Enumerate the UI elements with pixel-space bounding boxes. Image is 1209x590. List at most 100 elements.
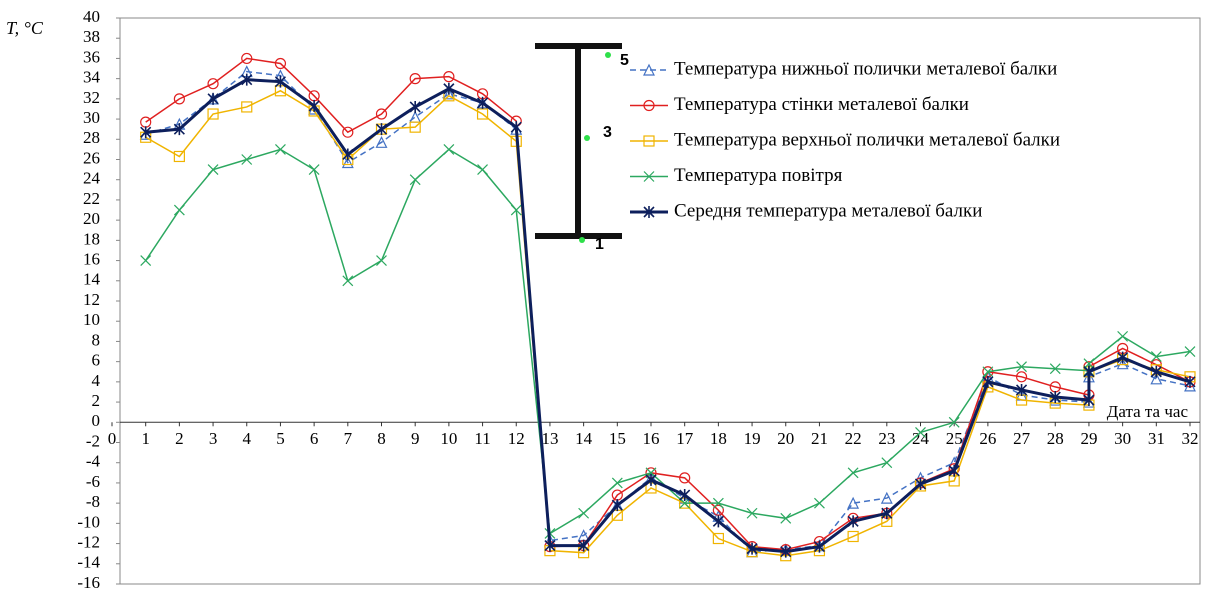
y-tick-label: 30 <box>83 108 100 127</box>
marker <box>814 497 825 509</box>
marker <box>274 75 287 88</box>
marker <box>712 515 724 528</box>
marker <box>342 148 354 161</box>
marker <box>611 499 623 512</box>
marker <box>914 477 927 490</box>
y-tick-label: 14 <box>83 270 101 289</box>
y-tick-label: 26 <box>83 148 100 167</box>
marker <box>207 92 219 105</box>
marker <box>712 532 724 545</box>
y-tick-label: -12 <box>77 532 100 551</box>
y-tick-label: 38 <box>83 27 100 46</box>
marker <box>443 143 455 155</box>
marker <box>643 63 655 76</box>
x-tick-label: 21 <box>811 429 828 448</box>
x-tick-label: 1 <box>141 429 150 448</box>
x-tick-label: 12 <box>508 429 525 448</box>
marker <box>1117 351 1129 364</box>
marker <box>241 73 253 86</box>
series-line <box>145 57 1191 551</box>
marker <box>1015 383 1028 396</box>
x-tick-label: 0 <box>108 429 117 448</box>
marker <box>679 497 691 509</box>
x-tick-label: 6 <box>310 429 319 448</box>
marker <box>207 164 219 176</box>
legend-item: Температура верхньої полички металевої б… <box>630 129 1060 150</box>
marker <box>140 255 152 266</box>
x-tick-label: 22 <box>845 429 862 448</box>
marker <box>1049 391 1061 404</box>
beam-label: 1 <box>595 236 604 253</box>
y-tick-label: -8 <box>86 492 100 511</box>
marker <box>881 457 893 469</box>
marker <box>643 206 655 218</box>
y-tick-label: 18 <box>83 229 100 248</box>
marker <box>140 126 152 139</box>
x-tick-label: 2 <box>175 429 184 448</box>
marker <box>1150 365 1162 378</box>
marker <box>746 542 758 555</box>
marker <box>342 275 354 287</box>
marker <box>611 477 623 489</box>
series-line <box>145 78 1191 554</box>
x-tick-label: 9 <box>411 429 420 448</box>
marker <box>712 504 724 516</box>
marker <box>948 416 960 428</box>
x-tick-label: 4 <box>243 429 252 448</box>
x-tick-label: 17 <box>676 429 694 448</box>
marker <box>1117 330 1129 342</box>
marker <box>643 135 655 147</box>
marker <box>1184 375 1196 388</box>
x-tick-label: 24 <box>912 429 930 448</box>
x-tick-label: 23 <box>878 429 895 448</box>
marker <box>643 99 655 112</box>
x-tick-label: 3 <box>209 429 218 448</box>
y-tick-label: -2 <box>86 431 100 450</box>
marker <box>915 426 926 438</box>
beam-label: 3 <box>603 124 612 141</box>
y-tick-label: 32 <box>83 88 100 107</box>
marker <box>1116 357 1129 370</box>
y-tick-label: 40 <box>83 7 100 26</box>
marker <box>409 73 421 85</box>
marker <box>679 489 691 502</box>
marker <box>409 121 421 133</box>
marker <box>207 78 219 90</box>
marker <box>173 93 185 105</box>
y-tick-label: -6 <box>86 472 100 491</box>
x-tick-label: 30 <box>1114 429 1131 448</box>
x-tick-label: 11 <box>474 429 490 448</box>
marker <box>173 123 185 136</box>
marker <box>746 507 758 519</box>
y-tick-label: 20 <box>83 209 100 228</box>
marker <box>1083 365 1095 378</box>
legend-item: Температура повітря <box>630 165 843 186</box>
x-tick-label: 29 <box>1080 429 1097 448</box>
marker <box>847 467 859 479</box>
marker <box>544 539 556 552</box>
marker <box>342 126 354 138</box>
y-tick-label: 28 <box>83 128 100 147</box>
legend-item: Середня температура металевої балки <box>630 200 982 221</box>
marker <box>982 366 994 378</box>
y-tick-label: 10 <box>83 310 100 329</box>
marker <box>679 472 691 484</box>
x-tick-label: 18 <box>710 429 727 448</box>
marker <box>375 108 388 120</box>
legend-label: Температура повітря <box>674 165 843 186</box>
x-tick-label: 16 <box>643 429 660 448</box>
legend-label: Температура верхньої полички металевої б… <box>674 129 1060 150</box>
marker <box>308 164 320 176</box>
marker <box>376 255 387 266</box>
y-tick-label: 16 <box>83 249 100 268</box>
marker <box>173 150 185 163</box>
marker <box>881 507 893 520</box>
marker <box>375 135 388 148</box>
marker <box>241 154 253 165</box>
marker <box>510 204 522 216</box>
marker <box>982 375 994 388</box>
x-tick-label: 27 <box>1013 429 1031 448</box>
sensor-point <box>584 135 590 141</box>
marker <box>341 156 354 169</box>
